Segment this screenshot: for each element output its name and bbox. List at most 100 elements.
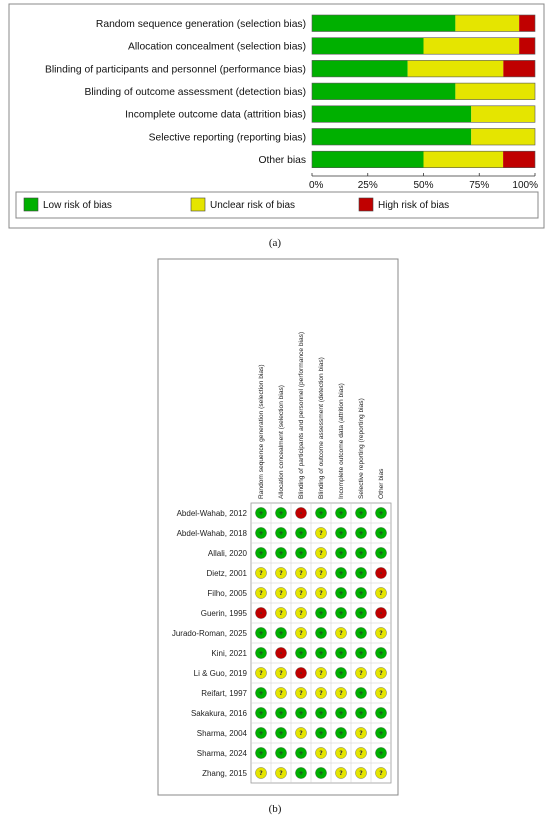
rating-symbol: ?	[339, 770, 343, 777]
rating-symbol: ?	[299, 690, 303, 697]
rating-symbol: +	[278, 530, 283, 537]
domain-labels: Random sequence generation (selection bi…	[45, 19, 306, 166]
bar-outline	[311, 82, 536, 100]
rating-unclear	[315, 547, 327, 559]
rating-symbol: ?	[299, 630, 303, 637]
bar-segment-low	[312, 128, 472, 145]
rating-unclear	[335, 687, 347, 699]
rating-unclear	[375, 667, 387, 679]
rating-unclear	[355, 767, 367, 779]
bar-segment-unclear	[455, 83, 535, 100]
rating-symbol: +	[278, 750, 283, 757]
study-label: Guerin, 1995	[201, 609, 248, 618]
rating-low	[315, 607, 327, 619]
rating-low	[375, 547, 387, 559]
rating-symbol: ?	[279, 590, 283, 597]
bar-segment-unclear	[471, 128, 535, 145]
legend-label: Unclear risk of bias	[210, 200, 295, 211]
bar-outline	[311, 150, 536, 168]
rating-low	[375, 647, 387, 659]
risk-of-bias-summary: Random sequence generation (selection bi…	[157, 258, 399, 796]
legend-swatch-unclear	[190, 197, 206, 212]
rating-low	[355, 627, 367, 639]
rating-unclear	[255, 767, 267, 779]
rating-unclear	[275, 587, 287, 599]
rating-symbol: +	[318, 630, 323, 637]
rating-unclear	[295, 607, 307, 619]
rating-low	[335, 567, 347, 579]
rating-low	[355, 507, 367, 519]
bar-segment-low	[312, 37, 424, 55]
rating-unclear	[315, 527, 327, 539]
bar-segment-unclear	[423, 37, 520, 55]
rating-unclear	[295, 587, 307, 599]
rating-symbol: +	[358, 710, 363, 717]
rating-symbol: +	[258, 510, 263, 517]
domain-header: Random sequence generation (selection bi…	[258, 364, 265, 499]
bar-outline	[311, 60, 536, 78]
rating-symbol: +	[318, 770, 323, 777]
rating-symbol: +	[258, 530, 263, 537]
rating-symbol: +	[338, 610, 343, 617]
rating-low	[355, 687, 367, 699]
rating-low	[315, 727, 327, 739]
rating-symbol: ?	[359, 770, 363, 777]
rating-high	[275, 647, 287, 659]
x-tick-label: 0%	[309, 180, 324, 191]
study-label: Abdel-Wahab, 2012	[177, 509, 248, 518]
rating-symbol: -	[380, 570, 383, 577]
risk-of-bias-graph: Random sequence generation (selection bi…	[8, 3, 545, 229]
domain-header: Other bias	[378, 468, 385, 499]
rating-unclear	[255, 567, 267, 579]
rating-symbol: ?	[319, 670, 323, 677]
rating-low	[335, 507, 347, 519]
rating-symbol: ?	[319, 690, 323, 697]
rating-unclear	[355, 727, 367, 739]
domain-label: Allocation concealment (selection bias)	[128, 42, 306, 53]
legend: Low risk of bias Unclear risk of bias High…	[15, 191, 539, 219]
study-label: Sharma, 2024	[197, 749, 248, 758]
rating-low	[295, 527, 307, 539]
bar-segment-high	[519, 15, 535, 32]
rating-unclear	[315, 667, 327, 679]
rating-symbol: +	[378, 650, 383, 657]
rating-low	[255, 727, 267, 739]
rating-symbol: +	[358, 510, 363, 517]
rating-symbol: ?	[339, 630, 343, 637]
domain-header: Selective reporting (reporting bias)	[358, 398, 365, 499]
bar-segment-low	[312, 105, 472, 123]
rating-symbol: +	[378, 530, 383, 537]
rating-unclear	[375, 767, 387, 779]
rating-symbol: ?	[379, 690, 383, 697]
study-label: Li & Guo, 2019	[194, 669, 248, 678]
rating-symbol: +	[338, 510, 343, 517]
rating-symbol: ?	[279, 610, 283, 617]
rating-symbol: +	[318, 650, 323, 657]
rating-symbol: +	[278, 730, 283, 737]
bar-segment-low	[312, 83, 456, 100]
summary-grid: + + - + + + + + + +? + + + + + +? + + +???? + + -???? + + ? -?? + +…	[251, 503, 391, 783]
rating-unclear	[275, 567, 287, 579]
rating-symbol: +	[318, 710, 323, 717]
x-tick-label: 75%	[469, 180, 489, 191]
bar-segment-high	[503, 60, 535, 77]
rating-low	[255, 747, 267, 759]
rating-symbol: +	[298, 770, 303, 777]
rating-low	[275, 527, 287, 539]
rating-symbol: ?	[319, 530, 323, 537]
rating-unclear	[275, 687, 287, 699]
study-label: Zhang, 2015	[202, 769, 247, 778]
rating-symbol: ?	[319, 550, 323, 557]
rating-low	[275, 727, 287, 739]
rating-symbol: ?	[319, 750, 323, 757]
rating-low	[355, 607, 367, 619]
rating-low	[275, 627, 287, 639]
rating-symbol: +	[318, 510, 323, 517]
rating-low	[315, 507, 327, 519]
domain-label: Random sequence generation (selection bi…	[96, 19, 306, 30]
domain-label: Incomplete outcome data (attrition bias)	[125, 110, 306, 121]
rating-symbol: +	[338, 570, 343, 577]
rating-unclear	[255, 587, 267, 599]
rating-unclear	[275, 667, 287, 679]
